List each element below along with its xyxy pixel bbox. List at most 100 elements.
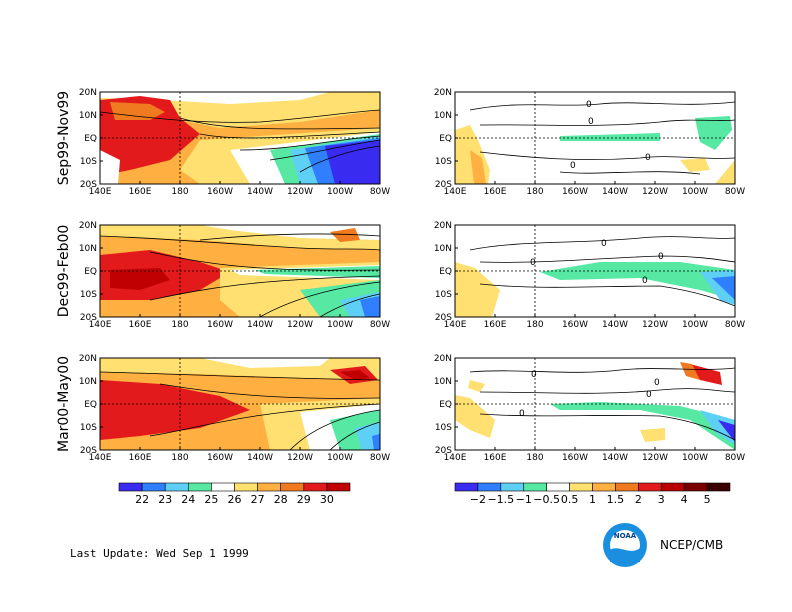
lon-tick-label: 180 [526,453,543,463]
lat-tick-label: 10N [79,111,97,121]
lon-tick-label: 160E [129,453,152,463]
anom-colorbar-label: 2 [635,493,642,506]
anom-colorbar-label: 3 [658,493,665,506]
lat-tick-label: 20N [434,354,452,364]
lon-tick-label: 120W [642,187,668,197]
lon-tick-label: 180 [526,187,543,197]
lat-tick-label: 10S [80,157,97,167]
anom-colorbar-label: 0.5 [561,493,579,506]
lat-tick-label: 10S [435,157,452,167]
lon-tick-label: 80W [725,453,745,463]
lon-tick-label: 140E [444,320,467,330]
lon-tick-label: 160E [484,320,507,330]
anom-colorbar-swatch [660,482,685,492]
lon-tick-label: 100W [682,187,708,197]
brand-text: NCEP/CMB [660,538,723,552]
lon-tick-label: 140W [247,320,273,330]
anom-colorbar-swatch [638,482,662,492]
lat-tick-label: 10N [434,111,452,121]
lon-tick-label: 160W [207,320,233,330]
lon-tick-label: 160W [562,187,588,197]
lat-tick-label: 10S [80,423,97,433]
anom-colorbar-label: 1 [589,493,596,506]
sst-colorbar-label: 23 [158,493,172,506]
lat-tick-label: 10N [79,244,97,254]
sst-colorbar-swatch [257,482,282,492]
lat-tick-label: 20S [435,180,452,190]
lon-tick-label: 100W [327,320,353,330]
anom-colorbar-swatch [546,482,570,492]
lon-tick-label: 140E [89,453,112,463]
lat-tick-label: 10S [435,290,452,300]
contour-zero-label: 0 [654,378,660,388]
lon-tick-label: 80W [370,320,390,330]
sst-colorbar-label: 26 [228,493,242,506]
lon-tick-label: 120W [287,187,313,197]
lon-tick-label: 140E [444,187,467,197]
lon-tick-label: 140W [247,453,273,463]
lat-tick-label: 20N [434,221,452,231]
row-label-1: Sep99-Nov99 [56,91,72,185]
anom-colorbar-label: 4 [681,493,688,506]
row-label-3: Mar00-May00 [56,356,72,452]
anom-row1-contours [469,101,735,175]
sst-colorbar-swatch [280,482,305,492]
sst-colorbar-label: 30 [320,493,334,506]
row-label-2: Dec99-Feb00 [56,225,72,318]
sst-colorbar-label: 24 [181,493,195,506]
lon-tick-label: 160W [207,453,233,463]
lon-tick-label: 140E [89,187,112,197]
anom-colorbar-swatch [523,482,547,492]
lon-tick-label: 160W [562,453,588,463]
lat-tick-label: EQ [84,267,97,277]
lon-tick-label: 120W [287,320,313,330]
lat-tick-label: 10N [434,244,452,254]
lat-tick-label: EQ [439,400,452,410]
lon-tick-label: 120W [287,453,313,463]
lat-tick-label: 20S [80,180,97,190]
anom-colorbar-swatch [454,482,479,492]
contour-zero-label: 0 [531,370,537,380]
lat-tick-label: 20N [434,88,452,98]
anom-colorbar-swatch [569,482,593,492]
lat-tick-label: 20S [80,313,97,323]
lon-tick-label: 140W [602,453,628,463]
contour-zero-label: 0 [588,117,594,127]
noaa-logo-text: NOAA [614,532,637,540]
lon-tick-label: 100W [682,453,708,463]
anom-colorbar-label: −2 [470,493,486,506]
lat-tick-label: EQ [84,134,97,144]
lon-tick-label: 80W [370,187,390,197]
lon-tick-label: 100W [327,453,353,463]
anom-colorbar-swatch [706,482,731,492]
lon-tick-label: 80W [725,320,745,330]
contour-zero-label: 0 [646,390,652,400]
sst-colorbar: 22 23 24 25 26 27 28 29 30 [118,482,351,506]
lon-tick-label: 160E [129,320,152,330]
sst-colorbar-label: 25 [204,493,218,506]
contour-zero-label: 0 [601,239,607,249]
sst-colorbar-label: 29 [297,493,311,506]
anom-colorbar: −2 −1.5 −1 −0.5 0.5 1 1.5 2 3 4 5 [454,482,731,506]
contour-zero-label: 0 [519,409,525,419]
sst-colorbar-swatch [164,482,189,492]
anom-colorbar-label: −1 [516,493,532,506]
lon-tick-label: 140E [89,320,112,330]
anom-colorbar-swatch [615,482,639,492]
lat-tick-label: 20S [80,446,97,456]
sst-colorbar-swatch [326,482,351,492]
sst-row2-contours [100,233,380,317]
sst-colorbar-swatch [188,482,212,492]
lat-tick-label: 20N [79,221,97,231]
last-update-text: Last Update: Wed Sep 1 1999 [70,547,249,560]
lat-tick-label: 20N [79,88,97,98]
contour-zero-label: 0 [586,100,592,110]
anom-row3-contours [469,367,735,441]
sst-row1-contours [100,109,380,173]
lat-tick-label: 10N [434,377,452,387]
lat-tick-label: 10N [79,377,97,387]
lon-tick-label: 180 [526,320,543,330]
lon-tick-label: 160W [207,187,233,197]
